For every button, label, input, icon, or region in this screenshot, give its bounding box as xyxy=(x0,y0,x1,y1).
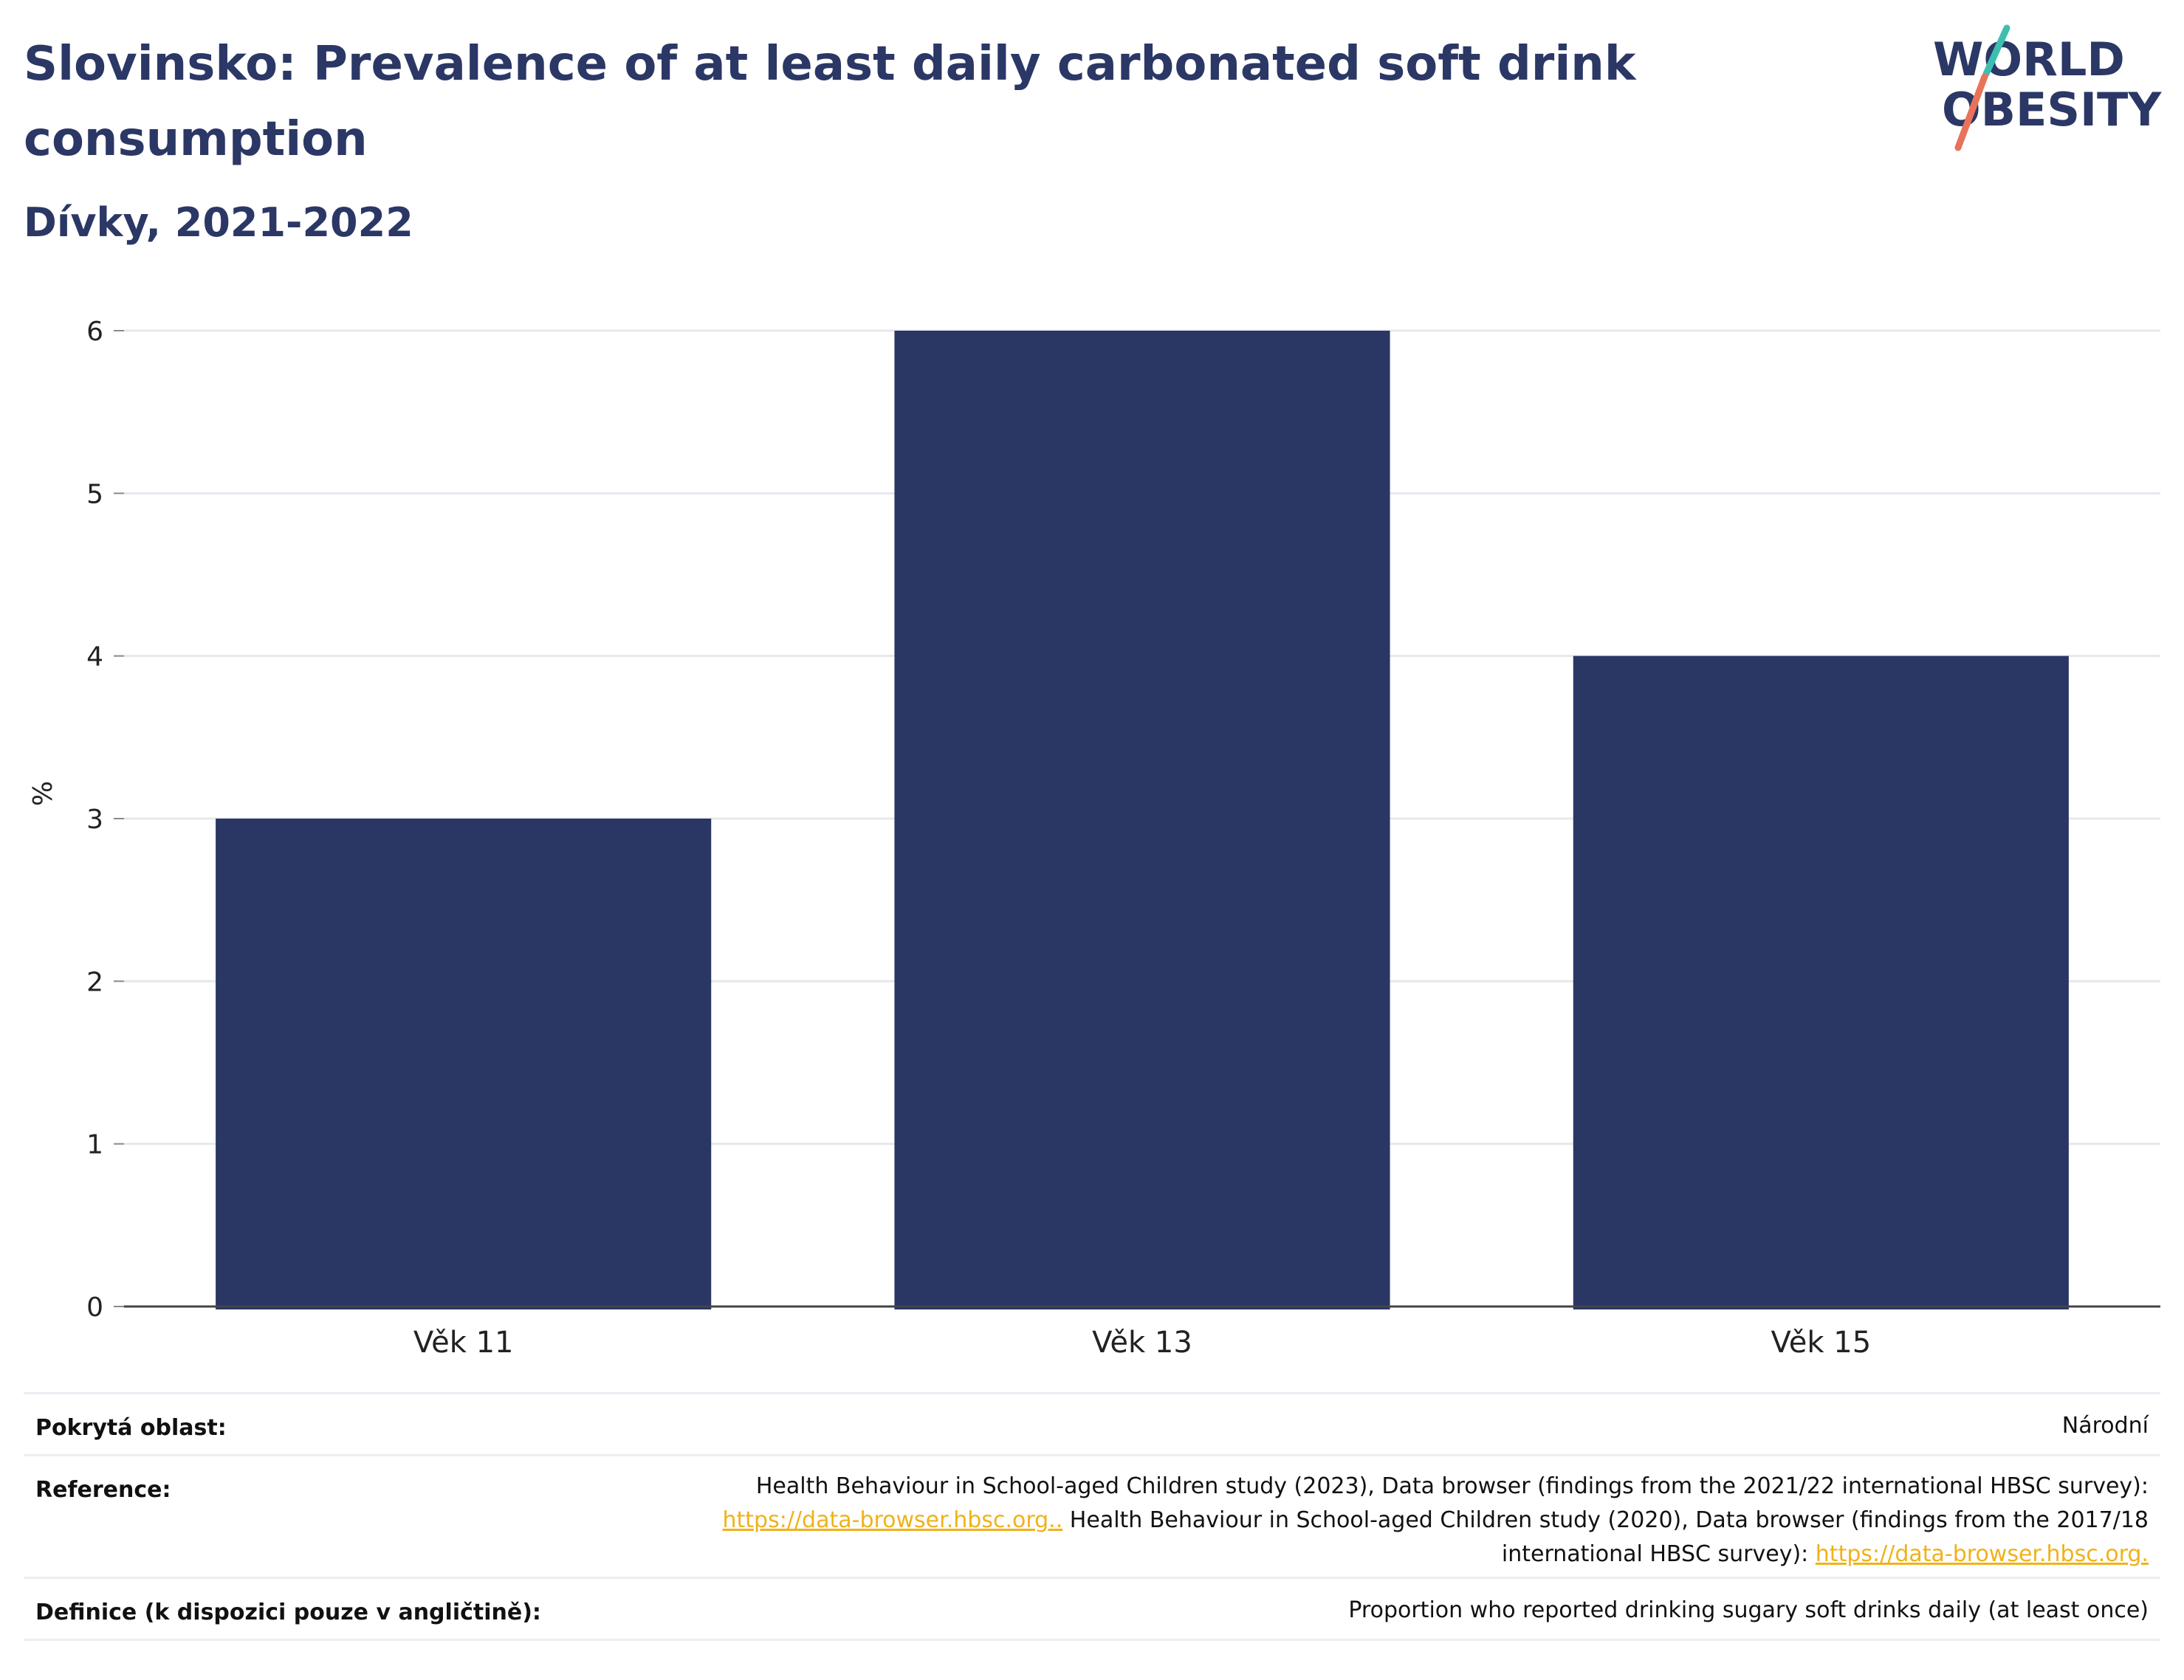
x-category-label: Věk 15 xyxy=(1771,1326,1872,1360)
reference-text-1: Health Behaviour in School-aged Children… xyxy=(755,1473,2149,1499)
page-title: Slovinsko: Prevalence of at least daily … xyxy=(24,37,1636,167)
bar[interactable] xyxy=(1573,655,2069,1309)
metadata-bottom-border xyxy=(24,1639,2160,1641)
reference-link-1[interactable]: https://data-browser.hbsc.org.. xyxy=(722,1507,1063,1533)
coverage-label: Pokrytá oblast: xyxy=(35,1415,227,1441)
reference-value: Health Behaviour in School-aged Children… xyxy=(598,1470,2149,1571)
y-tick-label: 3 xyxy=(86,805,103,835)
y-tick-label: 0 xyxy=(86,1292,103,1323)
y-tick-label: 1 xyxy=(86,1130,103,1160)
world-obesity-logo: WORLD OBESITY xyxy=(1933,24,2162,151)
chart-bars xyxy=(216,331,2069,1309)
coverage-value: Národní xyxy=(2061,1413,2149,1439)
definition-row: Definice (k dispozici pouze v angličtině… xyxy=(24,1577,2160,1639)
reference-label: Reference: xyxy=(35,1477,171,1503)
y-tick-label: 6 xyxy=(86,317,103,347)
y-tick-label: 5 xyxy=(86,479,103,509)
y-tick-label: 2 xyxy=(86,967,103,997)
metadata-table: Pokrytá oblast: Národní Reference: Healt… xyxy=(24,1392,2160,1643)
page-subtitle: Dívky, 2021-2022 xyxy=(24,199,413,246)
definition-value: Proportion who reported drinking sugary … xyxy=(1348,1597,2149,1623)
x-category-label: Věk 13 xyxy=(1092,1326,1192,1360)
y-axis-label: % xyxy=(28,781,58,806)
definition-label: Definice (k dispozici pouze v angličtině… xyxy=(35,1600,541,1625)
bar[interactable] xyxy=(216,819,712,1309)
chart-y-ticks: 0 1 2 3 4 5 6 xyxy=(86,317,124,1323)
logo-slash-bottom xyxy=(1954,73,1988,151)
bar-chart: 0 1 2 3 4 5 6 Věk 11 Věk 13 Věk 15 % xyxy=(28,317,2160,1360)
reference-text-2: Health Behaviour in School-aged Children… xyxy=(1062,1507,2149,1533)
coverage-row: Pokrytá oblast: Národní xyxy=(24,1392,2160,1454)
reference-text-3: international HBSC survey): xyxy=(1501,1541,1816,1567)
y-tick-label: 4 xyxy=(86,642,103,672)
reference-link-2[interactable]: https://data-browser.hbsc.org. xyxy=(1815,1541,2149,1567)
bar[interactable] xyxy=(894,331,1390,1309)
chart-x-categories: Věk 11 Věk 13 Věk 15 xyxy=(413,1326,1871,1360)
reference-row: Reference: Health Behaviour in School-ag… xyxy=(24,1454,2160,1577)
x-category-label: Věk 11 xyxy=(413,1326,514,1360)
logo-slash-top xyxy=(1982,24,2010,78)
logo-word-world: WORLD xyxy=(1933,32,2125,86)
